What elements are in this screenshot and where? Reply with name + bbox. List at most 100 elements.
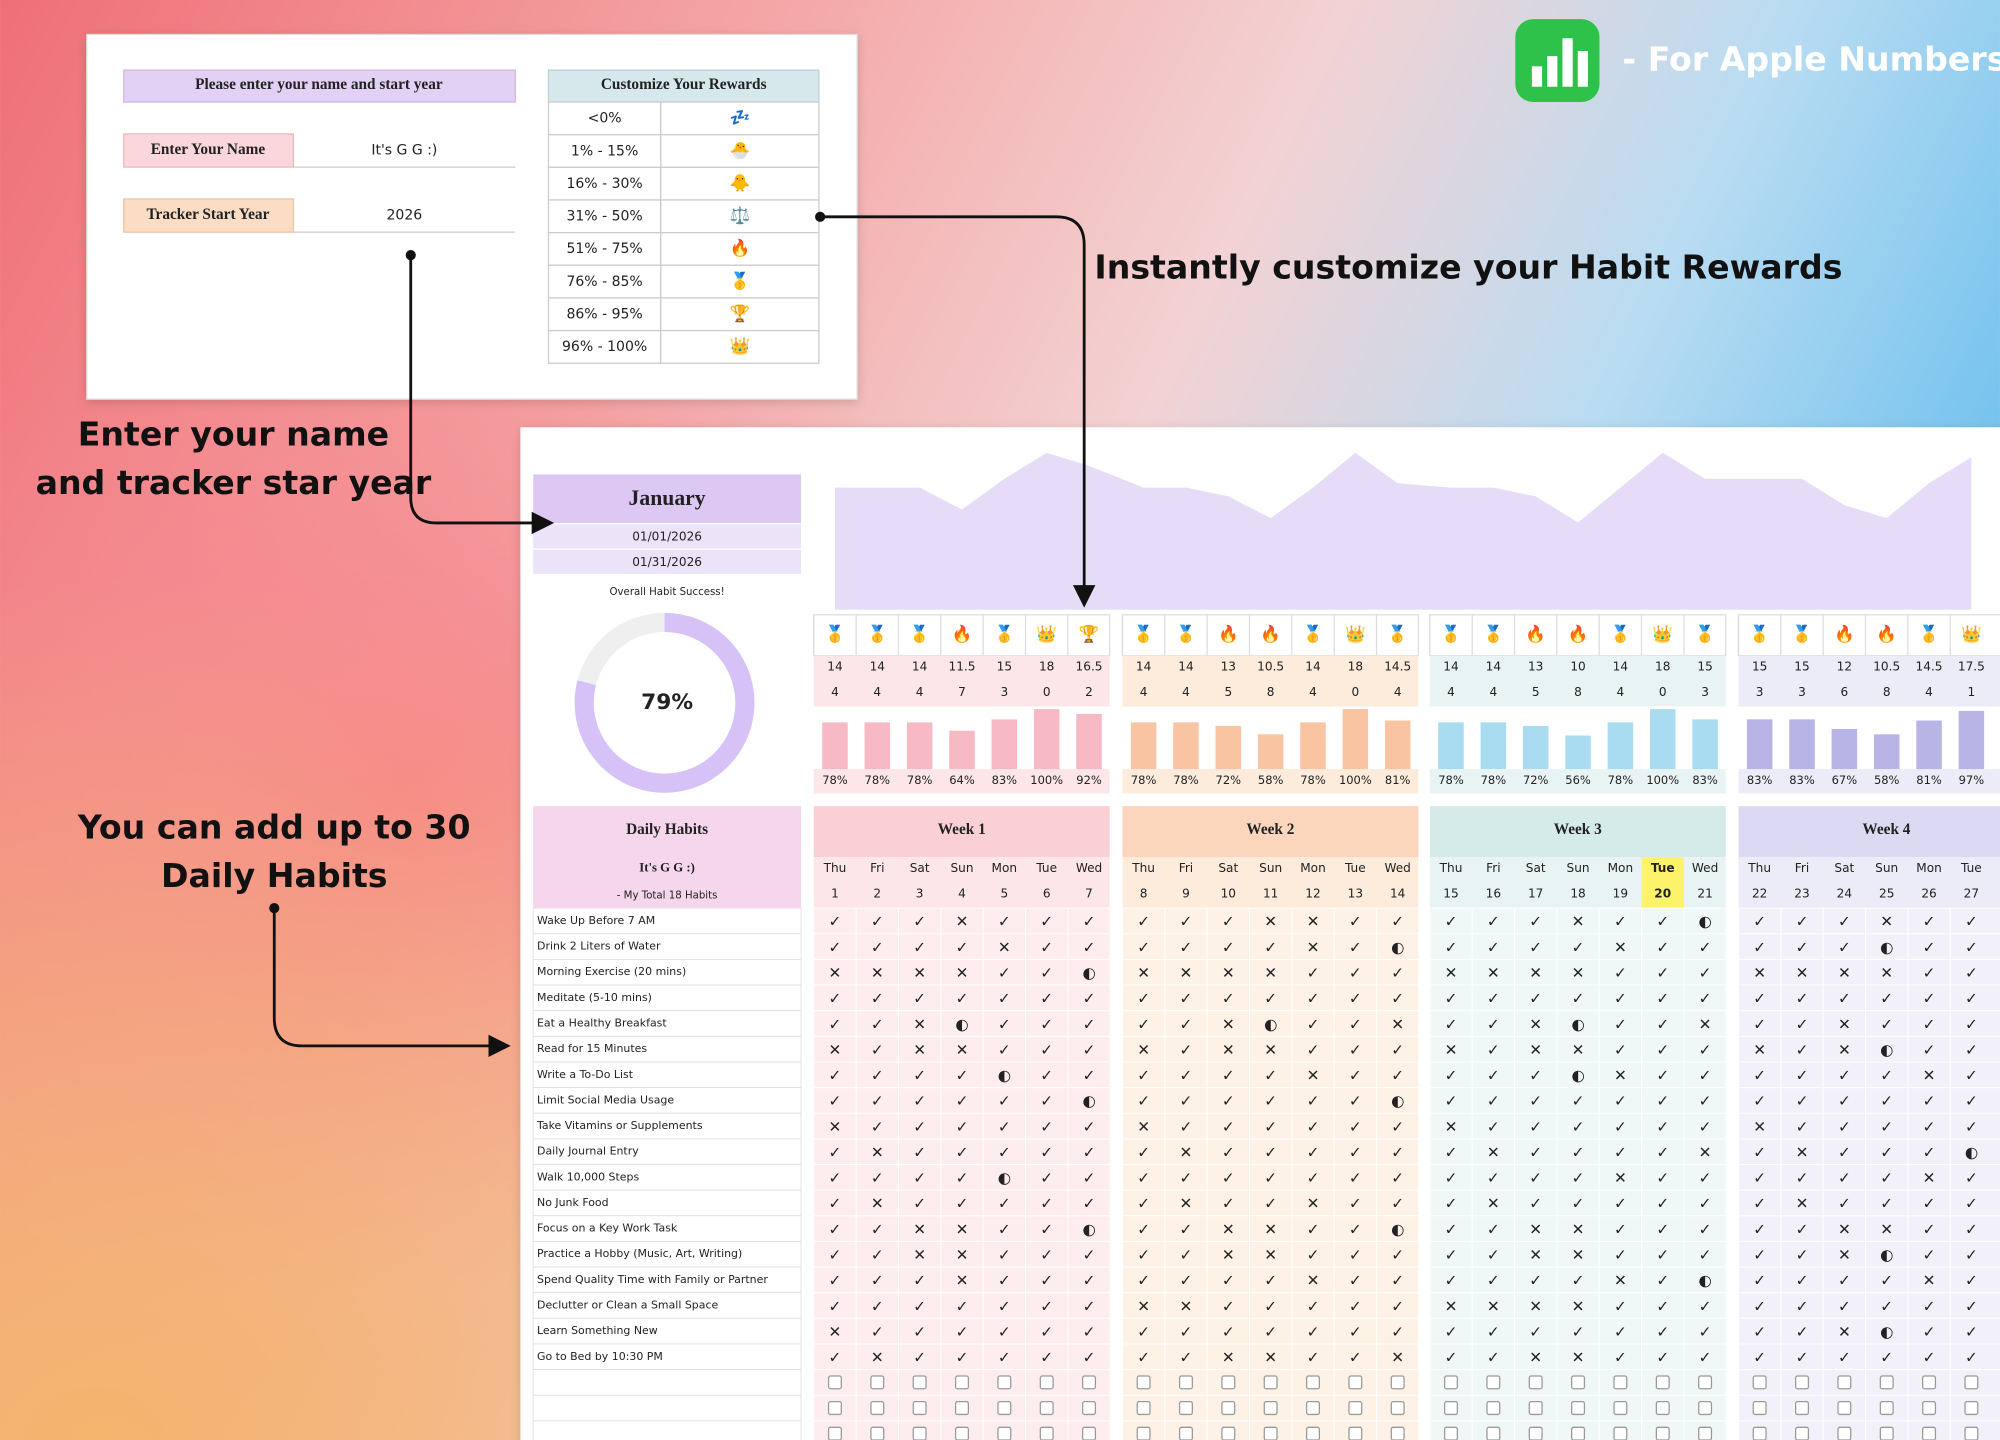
habit-mark[interactable]: ✓ [1923,990,1936,1008]
habit-mark[interactable]: ✓ [1040,964,1053,982]
habit-mark[interactable]: ✓ [1487,938,1500,956]
habit-mark[interactable]: ✓ [998,1118,1011,1136]
reward-icon[interactable]: 🥇 [729,270,750,291]
habit-mark[interactable]: ✓ [1445,1143,1458,1161]
empty-checkbox[interactable] [954,1426,970,1440]
empty-checkbox[interactable] [1443,1401,1459,1416]
habit-mark[interactable]: ✓ [1614,1323,1627,1341]
empty-checkbox[interactable] [997,1401,1012,1416]
habit-mark[interactable]: ✓ [1572,1272,1585,1290]
empty-checkbox[interactable] [1221,1401,1236,1416]
habit-mark[interactable]: ✓ [1796,1092,1809,1110]
habit-mark[interactable]: ✓ [1923,1349,1936,1367]
habit-mark[interactable]: ✓ [1796,990,1809,1008]
habit-mark[interactable]: ✓ [1391,1143,1404,1161]
habit-mark[interactable]: ✓ [1445,1323,1458,1341]
habit-mark[interactable]: ✓ [1529,1195,1542,1213]
habit-mark[interactable]: ✓ [1180,913,1193,931]
habit-mark[interactable]: ✕ [1264,913,1277,931]
habit-mark[interactable]: ✓ [871,1220,884,1238]
reward-icon[interactable]: 👑 [729,337,750,356]
habit-mark[interactable]: ✓ [1965,913,1978,931]
habit-mark[interactable]: ◐ [1965,1143,1978,1161]
habit-mark[interactable]: ✓ [1529,990,1542,1008]
habit-mark[interactable]: ✓ [1487,1323,1500,1341]
habit-mark[interactable]: ✓ [829,1195,842,1213]
habit-mark[interactable]: ✕ [1614,1272,1627,1290]
habit-mark[interactable]: ✓ [1083,1297,1096,1315]
habit-mark[interactable]: ✓ [1614,1246,1627,1264]
habit-mark[interactable]: ✓ [1487,1169,1500,1187]
habit-mark[interactable]: ◐ [1880,1323,1893,1341]
habit-mark[interactable]: ✓ [1307,1220,1320,1238]
habit-mark[interactable]: ✕ [871,1195,884,1213]
habit-mark[interactable]: ◐ [1391,938,1404,956]
habit-mark[interactable]: ✓ [1656,1323,1669,1341]
habit-mark[interactable]: ✓ [1487,913,1500,931]
habit-mark[interactable]: ✓ [1040,1272,1053,1290]
habit-mark[interactable]: ✕ [1838,1323,1851,1341]
habit-mark[interactable]: ✕ [1307,913,1320,931]
habit-mark[interactable]: ✓ [1349,1272,1362,1290]
habit-mark[interactable]: ✓ [956,1118,969,1136]
habit-mark[interactable]: ✓ [1880,1349,1893,1367]
habit-mark[interactable]: ✓ [1222,990,1235,1008]
habit-mark[interactable]: ✓ [1040,1349,1053,1367]
habit-mark[interactable]: ✓ [1180,1323,1193,1341]
habit-mark[interactable]: ✕ [913,964,926,982]
habit-mark[interactable]: ◐ [998,1169,1011,1187]
habit-mark[interactable]: ✓ [1656,1272,1669,1290]
habit-mark[interactable]: ✕ [1529,1041,1542,1059]
habit-mark[interactable]: ✓ [1614,1092,1627,1110]
habit-mark[interactable]: ✕ [1572,1041,1585,1059]
habit-mark[interactable]: ✓ [1307,1143,1320,1161]
habit-mark[interactable]: ✓ [1796,938,1809,956]
habit-mark[interactable]: ✓ [1307,964,1320,982]
habit-mark[interactable]: ✓ [1753,1246,1766,1264]
habit-mark[interactable]: ✓ [1656,1067,1669,1085]
habit-mark[interactable]: ✕ [1222,1246,1235,1264]
habit-mark[interactable]: ✓ [1445,1195,1458,1213]
habit-mark[interactable]: ✓ [1614,1118,1627,1136]
habit-mark[interactable]: ✓ [829,990,842,1008]
empty-checkbox[interactable] [1613,1375,1628,1390]
habit-mark[interactable]: ✓ [1656,1092,1669,1110]
habit-mark[interactable]: ✓ [1137,1015,1150,1033]
habit-mark[interactable]: ✓ [1965,1067,1978,1085]
habit-mark[interactable]: ✓ [913,1323,926,1341]
habit-mark[interactable]: ✓ [829,1092,842,1110]
habit-mark[interactable]: ✓ [1753,1195,1766,1213]
empty-checkbox[interactable] [1486,1426,1501,1440]
habit-mark[interactable]: ✕ [1796,964,1809,982]
empty-checkbox[interactable] [1305,1426,1321,1440]
habit-mark[interactable]: ✓ [1838,913,1851,931]
empty-checkbox[interactable] [1136,1426,1151,1440]
habit-mark[interactable]: ✓ [1614,1349,1627,1367]
habit-mark[interactable]: ✓ [1838,1118,1851,1136]
habit-mark[interactable]: ✓ [1487,1246,1500,1264]
habit-mark[interactable]: ✓ [1529,913,1542,931]
habit-mark[interactable]: ✓ [1753,1323,1766,1341]
habit-mark[interactable]: ✓ [1040,1297,1053,1315]
habit-mark[interactable]: ✓ [1753,1143,1766,1161]
habit-mark[interactable]: ✓ [1965,938,1978,956]
habit-mark[interactable]: ✓ [1264,1323,1277,1341]
habit-mark[interactable]: ✓ [1614,964,1627,982]
habit-mark[interactable]: ✓ [1083,1323,1096,1341]
habit-mark[interactable]: ✓ [998,1092,1011,1110]
habit-mark[interactable]: ✓ [1040,938,1053,956]
habit-mark[interactable]: ✓ [1349,1041,1362,1059]
empty-checkbox[interactable] [1655,1426,1670,1440]
habit-mark[interactable]: ✓ [956,1143,969,1161]
habit-mark[interactable]: ✕ [1222,964,1235,982]
habit-mark[interactable]: ✓ [1264,990,1277,1008]
empty-checkbox[interactable] [1571,1375,1586,1390]
habit-mark[interactable]: ✓ [1222,1272,1235,1290]
habit-mark[interactable]: ✓ [1349,1092,1362,1110]
empty-checkbox[interactable] [1390,1426,1405,1440]
habit-mark[interactable]: ✓ [1753,938,1766,956]
empty-checkbox[interactable] [1390,1375,1405,1390]
habit-mark[interactable]: ✓ [1083,1272,1096,1290]
habit-mark[interactable]: ✕ [1753,1041,1766,1059]
habit-mark[interactable]: ✓ [1180,1246,1193,1264]
